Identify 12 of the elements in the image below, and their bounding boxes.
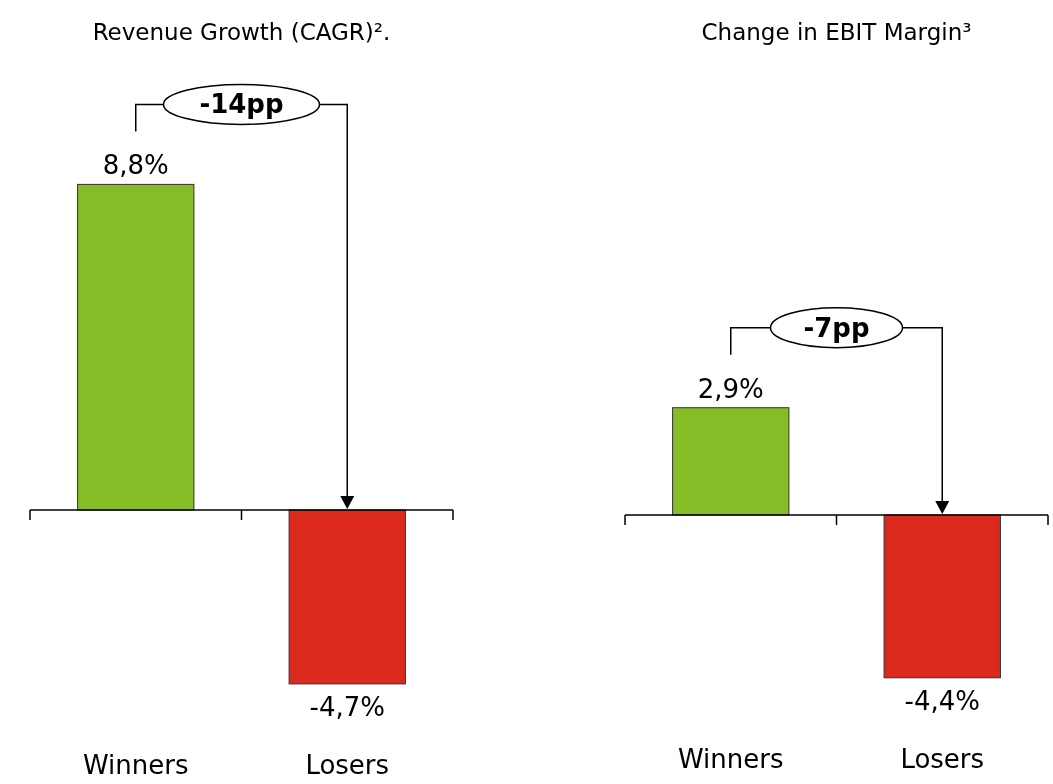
data-label: -4,7% [309, 691, 385, 722]
chart-title: Change in EBIT Margin³ [701, 19, 972, 45]
x-tick-label: Losers [900, 743, 985, 774]
text: -7pp [803, 312, 870, 343]
x-tick-label: Losers [305, 749, 390, 780]
x-tick-label: Winners [677, 743, 784, 774]
data-label: 8,8% [102, 150, 169, 181]
text: -14pp [199, 89, 284, 120]
data-label: 2,9% [697, 373, 764, 404]
chart-title: Revenue Growth (CAGR)². [92, 19, 391, 45]
data-label: -4,4% [904, 685, 980, 716]
x-tick-label: Winners [82, 749, 189, 780]
